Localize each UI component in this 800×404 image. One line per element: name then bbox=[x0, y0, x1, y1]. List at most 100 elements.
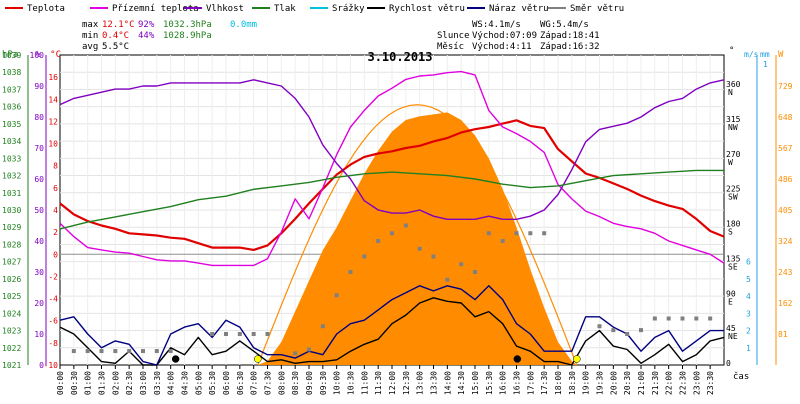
x-tick-label: 00:00 bbox=[56, 371, 65, 395]
moon-set: Západ:16:32 bbox=[540, 42, 600, 52]
axis-w-tick: 324 bbox=[778, 237, 793, 246]
x-tick-label: 19:30 bbox=[596, 371, 605, 395]
moon-label: Měsíc bbox=[437, 42, 464, 52]
axis-direction-tick: 135 bbox=[726, 254, 741, 263]
x-tick-label: 13:30 bbox=[430, 371, 439, 395]
axis-hpa-tick: 1022 bbox=[2, 344, 21, 353]
axis-celsius-tick: 6 bbox=[53, 184, 58, 193]
x-tick-label: 00:30 bbox=[70, 371, 79, 395]
x-tick-label: 23:30 bbox=[706, 371, 715, 395]
sun-moon-markers bbox=[171, 355, 581, 363]
axis-direction-name: SE bbox=[728, 262, 738, 271]
x-tick-label: 22:30 bbox=[679, 371, 688, 395]
axis-celsius-tick: 12 bbox=[48, 117, 58, 126]
series-smer-point bbox=[99, 349, 104, 354]
axis-celsius-tick: 0 bbox=[53, 250, 58, 259]
series-smer-point bbox=[694, 316, 699, 321]
series-smer-point bbox=[473, 270, 477, 274]
series-smer-point bbox=[500, 239, 505, 243]
series-smer-point bbox=[666, 316, 671, 321]
sun-label: Slunce bbox=[437, 31, 470, 41]
axis-hpa-tick: 1033 bbox=[2, 154, 21, 163]
x-tick-label: 15:30 bbox=[485, 371, 494, 395]
axis-ms-tick: 6 bbox=[746, 258, 751, 267]
series-line-2 bbox=[59, 79, 725, 220]
axis-direction-tick: 315 bbox=[726, 115, 741, 124]
series-smer-point bbox=[514, 231, 519, 236]
marker-sun-rise bbox=[254, 355, 262, 363]
marker-sun-set bbox=[573, 355, 581, 363]
series-smer-point bbox=[141, 349, 145, 354]
stat-avg-temp: 5.5°C bbox=[102, 42, 129, 52]
x-axis-label: čas bbox=[733, 371, 749, 382]
series-line-3 bbox=[59, 169, 724, 230]
series-smer-point bbox=[625, 332, 630, 336]
series-smer-point bbox=[113, 349, 118, 354]
series-smer-point bbox=[403, 223, 408, 228]
axis-mm-tick: 1 bbox=[763, 60, 768, 69]
series-smer-point bbox=[390, 231, 394, 236]
series-smer-point bbox=[708, 316, 713, 321]
axis-w-tick: 405 bbox=[778, 206, 793, 215]
axis-percent-tick: 50 bbox=[34, 206, 44, 215]
x-tick-label: 18:30 bbox=[568, 371, 577, 395]
x-tick-label: 12:30 bbox=[402, 371, 411, 395]
stat-max-rain: 0.0mm bbox=[230, 20, 257, 30]
x-tick-label: 08:00 bbox=[277, 371, 286, 395]
legend-label: Vlhkost bbox=[206, 4, 244, 14]
series-smer-point bbox=[652, 316, 657, 321]
x-tick-label: 18:00 bbox=[554, 371, 563, 395]
x-tick-label: 22:00 bbox=[665, 371, 674, 395]
series-smer-point bbox=[127, 349, 132, 354]
series-smer-point bbox=[417, 246, 422, 251]
x-tick-label: 07:30 bbox=[264, 371, 273, 395]
x-tick-label: 06:00 bbox=[222, 371, 231, 395]
series-smer-point bbox=[307, 347, 311, 352]
axis-direction-tick: 360 bbox=[726, 80, 741, 89]
axis-percent-tick: 100 bbox=[30, 51, 45, 60]
axis-direction-tick: 45 bbox=[726, 324, 736, 333]
axis-direction-name: N bbox=[728, 88, 733, 97]
x-tick-label: 14:00 bbox=[443, 371, 452, 395]
axis-percent-tick: 60 bbox=[34, 175, 44, 184]
series-smer-point bbox=[362, 254, 367, 259]
x-tick-label: 21:30 bbox=[651, 371, 660, 395]
x-tick-label: 13:00 bbox=[416, 371, 425, 395]
series-smer-point bbox=[293, 351, 298, 356]
axis-hpa-tick: 1023 bbox=[2, 327, 21, 336]
x-tick-label: 14:30 bbox=[457, 371, 466, 395]
series-smer-point bbox=[459, 262, 464, 267]
axis-percent-tick: 20 bbox=[34, 299, 44, 308]
legend-label: Srážky bbox=[332, 4, 365, 14]
axis-hpa-tick: 1025 bbox=[2, 292, 21, 301]
axis-celsius-tick: 2 bbox=[53, 228, 58, 237]
axis-percent-unit: % bbox=[35, 50, 41, 60]
series-smer-point bbox=[251, 332, 256, 336]
x-tick-label: 16:30 bbox=[513, 371, 522, 395]
axis-celsius-tick: -4 bbox=[48, 295, 58, 304]
series-smer-point bbox=[210, 332, 215, 336]
axis-ms-unit: m/s bbox=[744, 50, 759, 59]
x-tick-label: 10:30 bbox=[347, 371, 356, 395]
legend-label: Náraz větru bbox=[489, 4, 549, 14]
x-tick-label: 04:30 bbox=[181, 371, 190, 395]
axis-celsius-tick: -6 bbox=[48, 317, 58, 326]
axis-hpa-tick: 1027 bbox=[2, 258, 21, 267]
x-tick-label: 05:30 bbox=[208, 371, 217, 395]
x-tick-label: 09:30 bbox=[319, 371, 328, 395]
header: 3.10.2013 max 12.1°C 92% 1032.3hPa 0.0mm… bbox=[82, 20, 600, 64]
axis-direction-tick: 225 bbox=[726, 185, 741, 194]
stat-min-hum: 44% bbox=[138, 31, 155, 41]
series-smer-point bbox=[639, 328, 643, 333]
axis-percent-tick: 90 bbox=[34, 82, 44, 91]
x-tick-label: 16:00 bbox=[499, 371, 508, 395]
series-smer-point bbox=[486, 231, 491, 236]
axis-celsius-tick: -2 bbox=[48, 272, 58, 281]
x-tick-label: 07:00 bbox=[250, 371, 259, 395]
series-slunce-area bbox=[257, 112, 577, 365]
x-tick-label: 03:30 bbox=[153, 371, 162, 395]
x-tick-label: 02:00 bbox=[111, 371, 120, 395]
axis-direction-tick: 270 bbox=[726, 150, 741, 159]
axis-direction-name: NW bbox=[728, 123, 738, 132]
series-line-1 bbox=[59, 70, 725, 267]
